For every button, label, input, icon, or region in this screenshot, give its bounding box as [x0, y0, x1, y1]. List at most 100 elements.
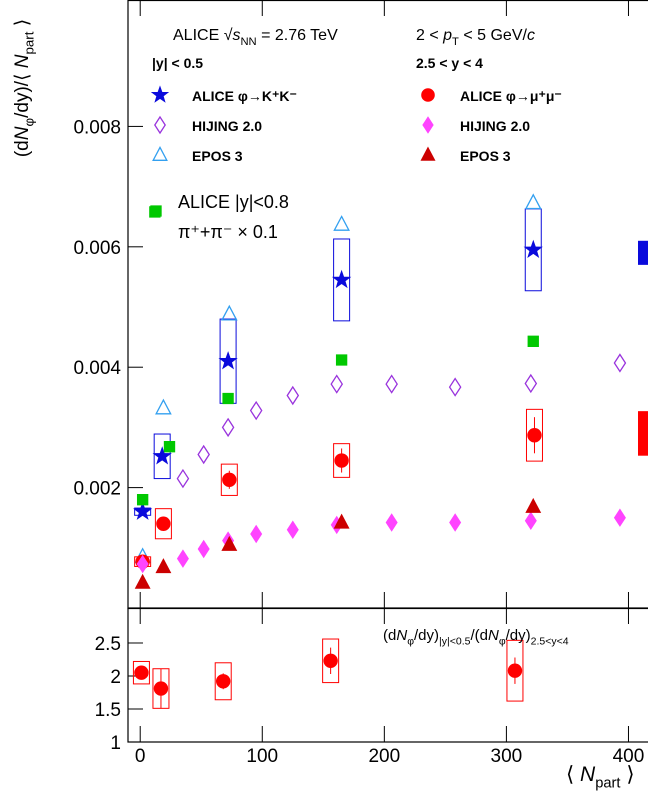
y-axis-title-part: )/⟨ [12, 68, 33, 92]
ratio-label-part: N [396, 627, 407, 644]
norm-box [638, 240, 648, 265]
annotation-part: p [442, 27, 452, 44]
marker [220, 304, 238, 321]
sys-box [153, 433, 171, 480]
annotation-part: c [527, 27, 535, 44]
legend-label: EPOS 3 [192, 148, 243, 164]
ratio-label-part: (d [383, 627, 396, 644]
y-tick-label: 0.008 [73, 117, 121, 138]
x-axis-title: ⟨ Npart ⟩ [566, 763, 635, 791]
marker [250, 524, 263, 544]
marker [156, 516, 171, 531]
legend-header: |y| < 0.5 [152, 55, 203, 71]
x-tick-label: 100 [246, 746, 278, 767]
marker [176, 549, 189, 568]
annotation-part: = 2.76 TeV [257, 27, 338, 44]
marker [150, 205, 162, 217]
marker [221, 535, 238, 551]
ratio-label-part: /d [414, 627, 427, 644]
annotation-part: s [232, 27, 240, 44]
y-tick-label: 2.5 [95, 634, 121, 655]
sys-box [220, 463, 238, 496]
marker [613, 353, 627, 373]
marker [448, 377, 462, 397]
y-tick-label: 1.5 [95, 700, 121, 721]
marker [286, 520, 299, 539]
ratio-label-part: ) [434, 627, 439, 644]
y-axis-title-part: ⟩ [12, 19, 33, 32]
y-axis-title: (dNφ/dy)/⟨ Npart ⟩ [12, 19, 37, 157]
annotation-part: < 5 GeV/ [459, 27, 528, 44]
marker [155, 558, 172, 574]
marker [323, 653, 338, 669]
legend-label: ALICE φ→K⁺K⁻ [192, 88, 297, 104]
sys-box [333, 238, 351, 322]
annotation-part: NN [240, 36, 256, 48]
marker [334, 453, 349, 468]
legend-label: HIJING 2.0 [460, 118, 530, 134]
y-tick-label: 0.002 [73, 479, 121, 500]
marker [524, 511, 537, 530]
marker [420, 146, 436, 161]
ratio-label-part: |y|<0.5 [439, 636, 471, 648]
marker [153, 681, 169, 696]
sys-box [333, 443, 351, 478]
marker [155, 398, 172, 415]
marker [331, 269, 352, 289]
legend-header: 2.5 < y < 4 [416, 55, 483, 71]
y-axis-title-part: φ [22, 118, 37, 127]
legend-label: EPOS 3 [460, 148, 511, 164]
marker [136, 493, 149, 506]
sys-box [322, 638, 340, 684]
marker [507, 663, 523, 678]
marker [422, 116, 434, 134]
marker [218, 351, 238, 370]
marker [222, 472, 237, 487]
ratio-label-part: φ [499, 636, 506, 648]
annotation-part: ALICE √ [173, 27, 233, 44]
marker [134, 573, 151, 589]
sys-box [214, 662, 232, 701]
marker [527, 428, 542, 443]
x-tick-label: 0 [135, 746, 146, 767]
marker [150, 85, 170, 103]
marker [335, 354, 348, 366]
marker [152, 446, 172, 465]
ratio-label-part: N [488, 627, 499, 644]
sys-box [132, 660, 150, 685]
y-axis-title-part: N [12, 54, 33, 68]
marker [333, 215, 350, 231]
marker [249, 400, 263, 421]
sys-box [154, 508, 172, 540]
marker [163, 440, 176, 453]
ratio-label-part: y [427, 627, 435, 644]
marker [527, 335, 539, 347]
marker [421, 88, 435, 102]
marker [525, 497, 542, 513]
x-tick-label: 300 [491, 746, 523, 767]
marker [221, 417, 235, 438]
x-tick-label: 400 [613, 746, 645, 767]
marker [524, 193, 542, 210]
legend-label: ALICE φ→μ⁺μ⁻ [460, 88, 562, 104]
marker [385, 374, 398, 394]
ratio-label-part: /d [506, 627, 519, 644]
y-tick-label: 2 [110, 667, 121, 688]
y-axis-title-part: N [12, 126, 33, 140]
marker [176, 468, 190, 489]
plot-frame [127, 607, 648, 743]
annotation-part: 2 < [416, 27, 443, 44]
ratio-label: (dNφ/dy)|y|<0.5/(dNφ/dy)2.5<y<4 [383, 627, 569, 648]
marker [286, 385, 300, 406]
marker [613, 508, 626, 527]
ratio-label-part: /(d [470, 627, 488, 644]
annotation: 2 < pT < 5 GeV/c [416, 27, 535, 48]
marker [385, 513, 398, 532]
marker [133, 501, 153, 520]
marker [523, 239, 543, 258]
marker [333, 513, 350, 529]
x-axis-title-part: N [580, 763, 596, 786]
y-axis-title-part: part [22, 31, 37, 54]
legend-label: π⁺+π⁻ × 0.1 [178, 222, 278, 242]
